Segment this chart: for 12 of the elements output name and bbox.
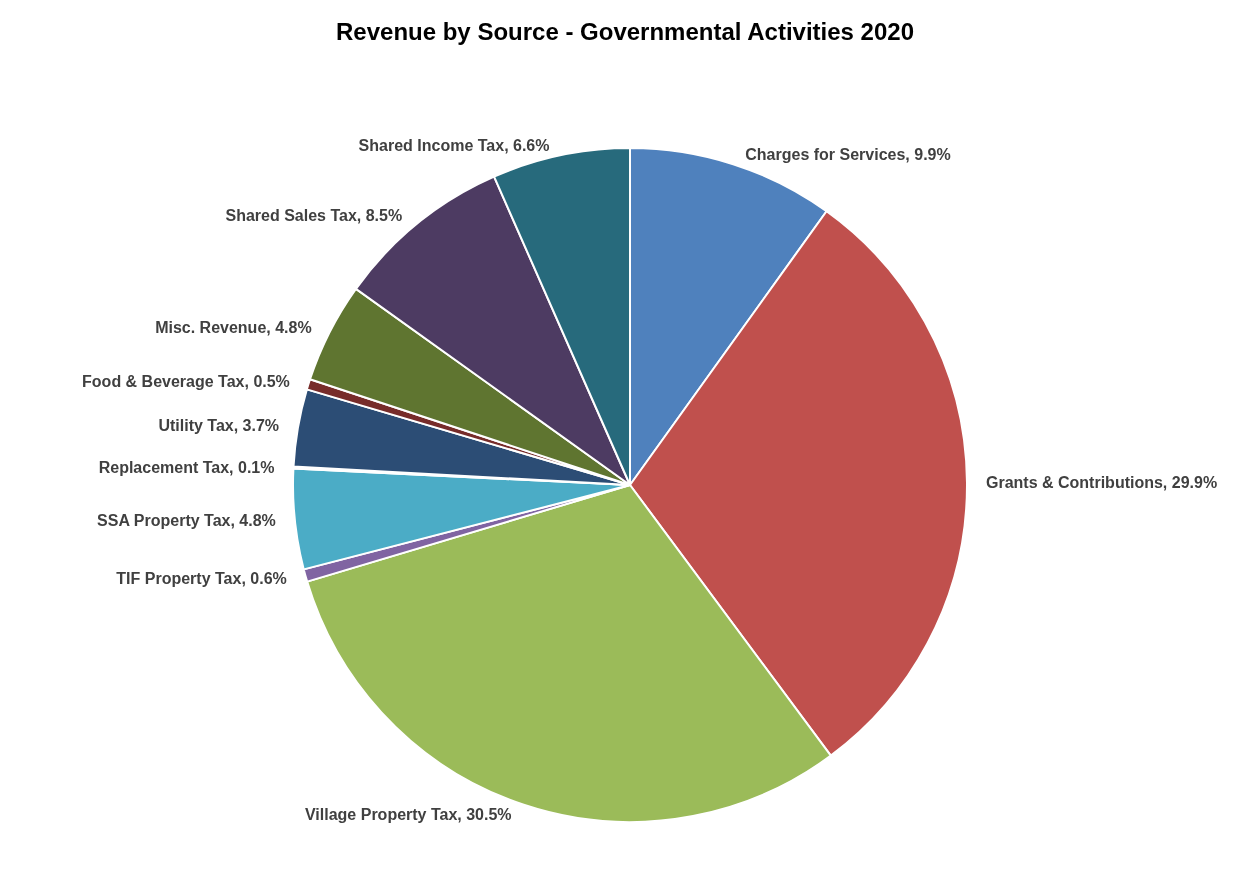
slice-label: Utility Tax, 3.7%: [158, 417, 280, 435]
slice-label: Grants & Contributions, 29.9%: [985, 473, 1218, 491]
slice-label: TIF Property Tax, 0.6%: [116, 569, 287, 587]
slice-label: Village Property Tax, 30.5%: [304, 805, 512, 823]
slice-label: Replacement Tax, 0.1%: [98, 458, 275, 476]
slice-label: Shared Sales Tax, 8.5%: [225, 207, 403, 225]
slice-label: Food & Beverage Tax, 0.5%: [82, 372, 290, 390]
slice-label: Shared Income Tax, 6.6%: [358, 136, 550, 154]
chart-title: Revenue by Source - Governmental Activities 2020: [335, 17, 915, 45]
slice-label: Misc. Revenue, 4.8%: [155, 319, 312, 337]
slice-label: SSA Property Tax, 4.8%: [97, 511, 276, 529]
slice-label: Charges for Services, 9.9%: [745, 146, 951, 164]
